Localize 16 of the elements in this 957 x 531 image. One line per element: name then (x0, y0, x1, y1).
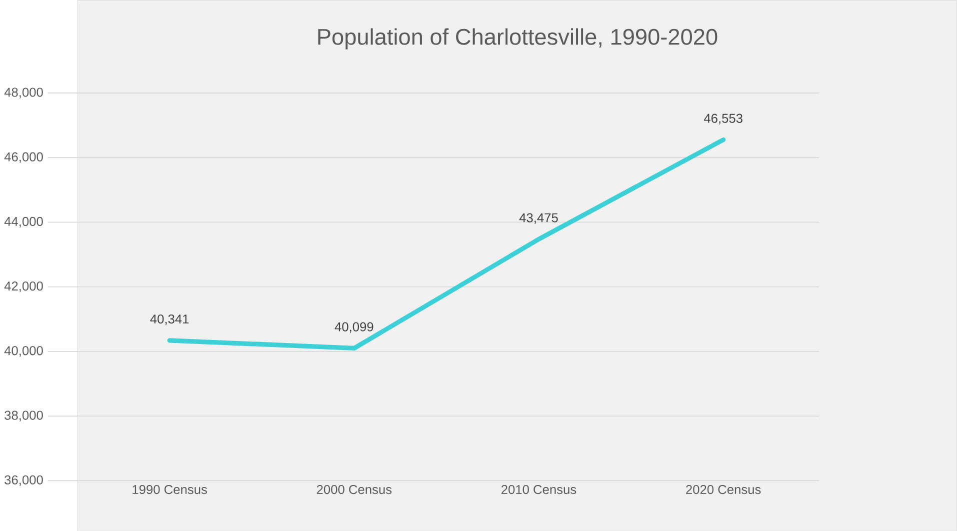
chart-title: Population of Charlottesville, 1990-2020 (318, 28, 718, 50)
x-tick-label: 2020 Census (686, 484, 761, 494)
x-tick-label: 2010 Census (502, 484, 576, 494)
y-tick-label: 38,000 (4, 410, 43, 422)
y-tick-label: 46,000 (4, 152, 43, 163)
y-tick-label: 42,000 (4, 281, 43, 292)
x-tick-label: 2000 Census (316, 484, 392, 494)
data-label: 46,553 (704, 114, 742, 124)
x-tick-label: 1990 Census (132, 484, 207, 494)
y-tick-label: 40,000 (4, 346, 43, 357)
y-tick-label: 44,000 (4, 216, 43, 228)
y-tick-label: 48,000 (4, 88, 43, 98)
data-label: 40,341 (150, 314, 189, 325)
data-label: 43,475 (519, 213, 558, 224)
data-label: 40,099 (334, 322, 374, 333)
y-tick-label: 36,000 (4, 475, 43, 486)
